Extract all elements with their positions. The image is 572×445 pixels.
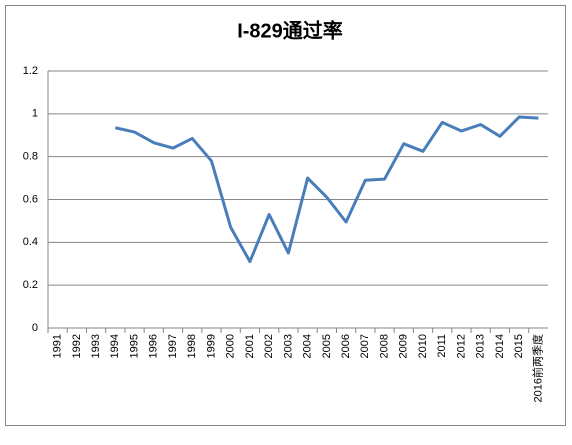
x-tick-label: 1998 <box>186 334 198 358</box>
x-tick-label: 2015 <box>513 334 525 358</box>
x-tick-label: 1997 <box>167 334 179 358</box>
chart-border <box>5 5 566 426</box>
x-tick-label: 2013 <box>475 334 487 358</box>
series-line <box>114 115 539 264</box>
y-tick-label: 1.2 <box>23 65 38 77</box>
x-tick-label: 1992 <box>71 334 83 358</box>
x-tick-label: 2002 <box>263 334 275 358</box>
x-tick-label: 1995 <box>128 334 140 358</box>
y-tick-label: 1 <box>32 108 38 120</box>
x-tick-label: 2006 <box>340 334 352 358</box>
x-tick-label: 2009 <box>398 334 410 358</box>
y-tick-label: 0.4 <box>23 236 38 248</box>
x-tick-label: 2003 <box>282 334 294 358</box>
x-tick-label: 2007 <box>359 334 371 358</box>
x-tick-label: 2012 <box>455 334 467 358</box>
x-tick-label: 1996 <box>148 334 160 358</box>
y-tick-label: 0.8 <box>23 151 38 163</box>
y-tick-label: 0 <box>32 322 38 334</box>
x-tick-label: 1999 <box>205 334 217 358</box>
x-tick-label: 2008 <box>378 334 390 358</box>
y-tick-label: 0.2 <box>23 279 38 291</box>
x-tick-label: 1993 <box>90 334 102 358</box>
x-tick-label: 2000 <box>225 334 237 358</box>
x-tick-label: 2010 <box>417 334 429 358</box>
y-tick-label: 0.6 <box>23 193 38 205</box>
x-tick-label: 2001 <box>244 334 256 358</box>
chart-title: I-829通过率 <box>237 18 343 42</box>
x-tick-label: 1994 <box>109 334 121 358</box>
x-tick-label: 2005 <box>321 334 333 358</box>
x-tick-label: 1991 <box>52 334 64 358</box>
x-tick-label: 2011 <box>436 334 448 358</box>
x-tick-label: 2016前两季度 <box>530 334 544 402</box>
x-tick-label: 2004 <box>302 334 314 358</box>
x-tick-label: 2014 <box>494 334 506 358</box>
